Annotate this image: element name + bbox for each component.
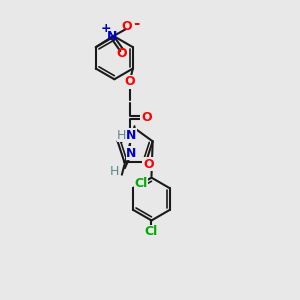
- Text: O: O: [143, 158, 154, 171]
- Text: O: O: [122, 20, 132, 34]
- Text: Cl: Cl: [145, 225, 158, 238]
- Text: +: +: [100, 22, 111, 35]
- Text: N: N: [126, 147, 136, 160]
- Text: O: O: [116, 47, 127, 60]
- Text: Cl: Cl: [134, 177, 148, 190]
- Text: -: -: [133, 16, 139, 32]
- Text: O: O: [141, 111, 152, 124]
- Text: O: O: [124, 75, 135, 88]
- Text: N: N: [107, 30, 117, 43]
- Text: H: H: [117, 129, 126, 142]
- Text: N: N: [126, 129, 136, 142]
- Text: H: H: [110, 165, 119, 178]
